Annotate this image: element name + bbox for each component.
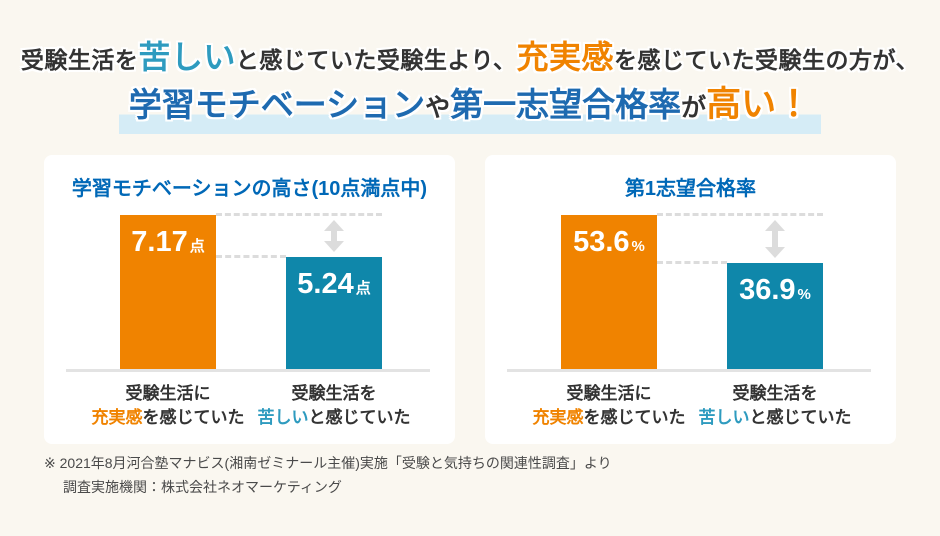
headline-text: が (681, 94, 707, 122)
category-keyword-struggle: 苦しい (257, 408, 309, 427)
bar-value: 7.17 点 (120, 215, 216, 259)
category-line1: 受験生活に (125, 384, 211, 403)
guide-line-low (657, 261, 727, 264)
headline-text: 受験生活を (20, 47, 139, 73)
category-rest: と感じていた (749, 408, 852, 427)
bar-fulfilled: 7.17 点 (120, 215, 216, 370)
source-footnote: ※ 2021年8月河合塾マナビス(湘南ゼミナール主催)実施「受験と気持ちの関連性… (44, 451, 612, 499)
category-line1: 受験生活を (732, 384, 818, 403)
bar-value-number: 36.9 (739, 274, 796, 306)
category-label-fulfilled: 受験生活に 充実感を感じていた (73, 382, 263, 430)
chart-card-motivation: 学習モチベーションの高さ(10点満点中) 7.17 点 5.24 点 (44, 155, 455, 444)
arrow-head-down-icon (324, 241, 344, 252)
category-line2: 充実感を感じていた (514, 406, 704, 430)
bar-value-number: 7.17 (131, 226, 188, 258)
bar-value: 53.6% (561, 215, 657, 259)
bar-struggled: 36.9% (727, 263, 823, 370)
bar-value-number: 5.24 (297, 268, 354, 300)
headline-emphasis-struggle: 苦しい (138, 39, 236, 75)
headline-emphasis-motivation: 学習モチベーション (128, 86, 426, 123)
category-keyword-fulfillment: 充実感 (532, 408, 584, 427)
arrow-shaft (331, 229, 337, 243)
arrow-shaft (772, 229, 778, 249)
category-label-struggled: 受験生活を 苦しいと感じていた (680, 382, 870, 430)
headline-emphasis-acceptance: 第一志望合格率 (450, 86, 682, 123)
headline-emphasis-higher: 高い！ (706, 85, 812, 124)
difference-arrow-icon (762, 220, 788, 258)
difference-arrow-icon (321, 220, 347, 252)
bar-plot: 7.17 点 5.24 点 (44, 210, 455, 370)
headline-line1: 受験生活を苦しいと感じていた受験生より、充実感を感じていた受験生の方が、 (0, 34, 940, 83)
chart-title: 学習モチベーションの高さ(10点満点中) (71, 178, 428, 200)
guide-line-top (657, 213, 823, 216)
chart-title: 第1志望合格率 (624, 178, 757, 200)
headline-line2-wrap: 学習モチベーションや第一志望合格率が高い！ (0, 83, 940, 134)
category-rest: を感じていた (142, 408, 245, 427)
bar-value: 36.9% (727, 263, 823, 307)
category-label-fulfilled: 受験生活に 充実感を感じていた (514, 382, 704, 430)
bar-value-unit: 点 (189, 238, 205, 255)
bar-value-unit: 点 (355, 280, 371, 297)
category-line2: 苦しいと感じていた (680, 406, 870, 430)
headline: 受験生活を苦しいと感じていた受験生より、充実感を感じていた受験生の方が、 学習モ… (0, 34, 940, 134)
guide-line-top (216, 213, 382, 216)
arrow-head-up-icon (324, 220, 344, 231)
bar-plot: 53.6% 36.9% (485, 210, 896, 370)
category-line1: 受験生活を (291, 384, 377, 403)
category-line2: 苦しいと感じていた (239, 406, 429, 430)
category-rest: と感じていた (308, 408, 411, 427)
bar-value-unit: % (797, 286, 811, 303)
bar-value-number: 53.6 (573, 226, 630, 258)
category-keyword-struggle: 苦しい (698, 408, 750, 427)
headline-emphasis-fulfillment: 充実感 (516, 39, 615, 75)
headline-text: と感じていた受験生より、 (235, 47, 517, 73)
headline-text: を感じていた受験生の方が、 (614, 47, 920, 73)
headline-line2: 学習モチベーションや第一志望合格率が高い！ (118, 83, 822, 134)
chart-card-acceptance: 第1志望合格率 53.6% 36.9% 受験生活に (485, 155, 896, 444)
category-keyword-fulfillment: 充実感 (91, 408, 143, 427)
category-rest: を感じていた (583, 408, 686, 427)
arrow-head-up-icon (765, 220, 785, 231)
headline-text: や (425, 94, 451, 122)
category-label-struggled: 受験生活を 苦しいと感じていた (239, 382, 429, 430)
axis-baseline (507, 369, 871, 372)
bar-value: 5.24 点 (286, 257, 382, 301)
bar-value-unit: % (631, 238, 645, 255)
arrow-head-down-icon (765, 247, 785, 258)
source-line1: ※ 2021年8月河合塾マナビス(湘南ゼミナール主催)実施「受験と気持ちの関連性… (44, 455, 612, 471)
category-line1: 受験生活に (566, 384, 652, 403)
axis-baseline (66, 369, 430, 372)
bar-struggled: 5.24 点 (286, 257, 382, 370)
guide-line-low (216, 255, 286, 258)
source-line2: 調査実施機関：株式会社ネオマーケティング (63, 479, 342, 495)
bar-fulfilled: 53.6% (561, 215, 657, 370)
category-line2: 充実感を感じていた (73, 406, 263, 430)
